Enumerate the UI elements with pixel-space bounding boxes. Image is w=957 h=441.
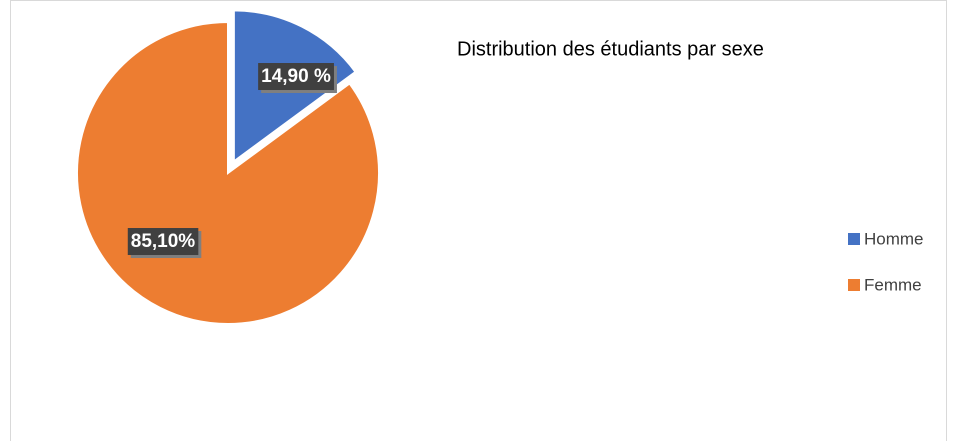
data-label-bg	[127, 228, 199, 256]
data-label-group: 85,10%	[127, 228, 202, 259]
data-label: 85,10%	[131, 231, 196, 252]
data-label: 14,90 %	[261, 66, 331, 87]
data-label-group: 14,90 %	[258, 63, 337, 94]
chart-title: Distribution des étudiants par sexe	[457, 38, 764, 60]
legend-swatch	[848, 233, 860, 245]
legend-swatch	[848, 279, 860, 291]
legend-label: Homme	[864, 229, 924, 248]
legend-label: Femme	[864, 275, 922, 294]
data-label-bg	[258, 63, 334, 91]
